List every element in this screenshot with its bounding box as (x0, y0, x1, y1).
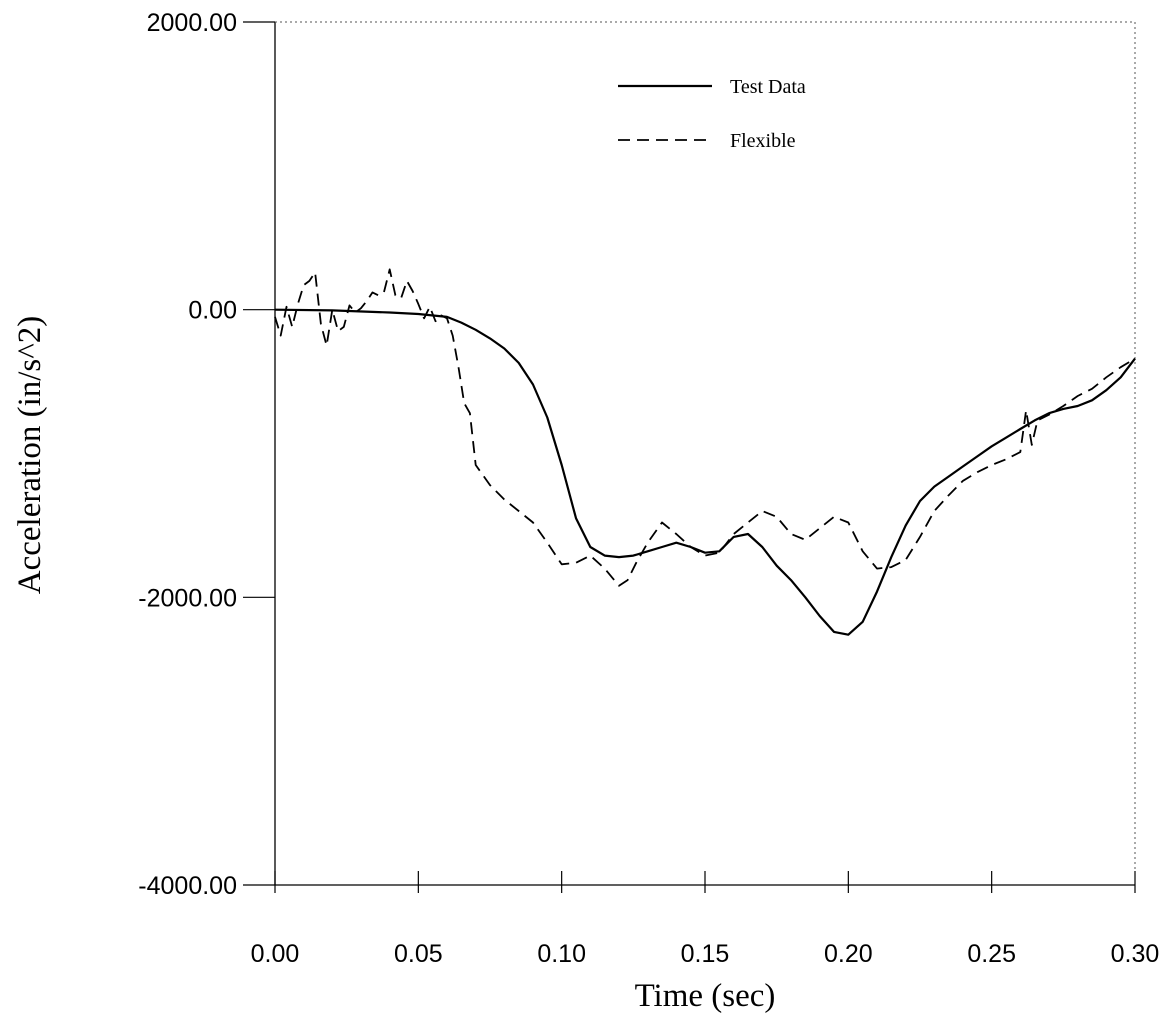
y-tick-label: 2000.00 (147, 9, 237, 37)
x-tick-label: 0.20 (824, 940, 873, 968)
series-lines (274, 268, 1136, 636)
x-tick-label: 0.25 (967, 940, 1016, 968)
y-axis-title: Acceleration (in/s^2) (12, 316, 48, 594)
x-tick-label: 0.00 (251, 940, 300, 968)
legend-label: Flexible (730, 130, 796, 152)
legend: Test Data Flexible (618, 76, 806, 152)
x-tick-label: 0.10 (537, 940, 586, 968)
x-axis-title: Time (sec) (635, 978, 776, 1014)
series-line-flexible (274, 268, 1136, 587)
y-tick-label: -2000.00 (138, 584, 237, 612)
x-tick-label: 0.15 (681, 940, 730, 968)
x-tick-label: 0.05 (394, 940, 443, 968)
axis-ticks: 0.00 0.05 0.10 0.15 0.20 0.25 0.30 2000.00 0.00 -… (138, 9, 1159, 968)
y-tick-label: -4000.00 (138, 872, 237, 900)
legend-label: Test Data (730, 76, 806, 98)
plot-frame (274, 21, 1136, 886)
y-tick-label: 0.00 (188, 297, 237, 325)
x-tick-label: 0.30 (1111, 940, 1160, 968)
series-line-test-data (274, 308, 1136, 636)
